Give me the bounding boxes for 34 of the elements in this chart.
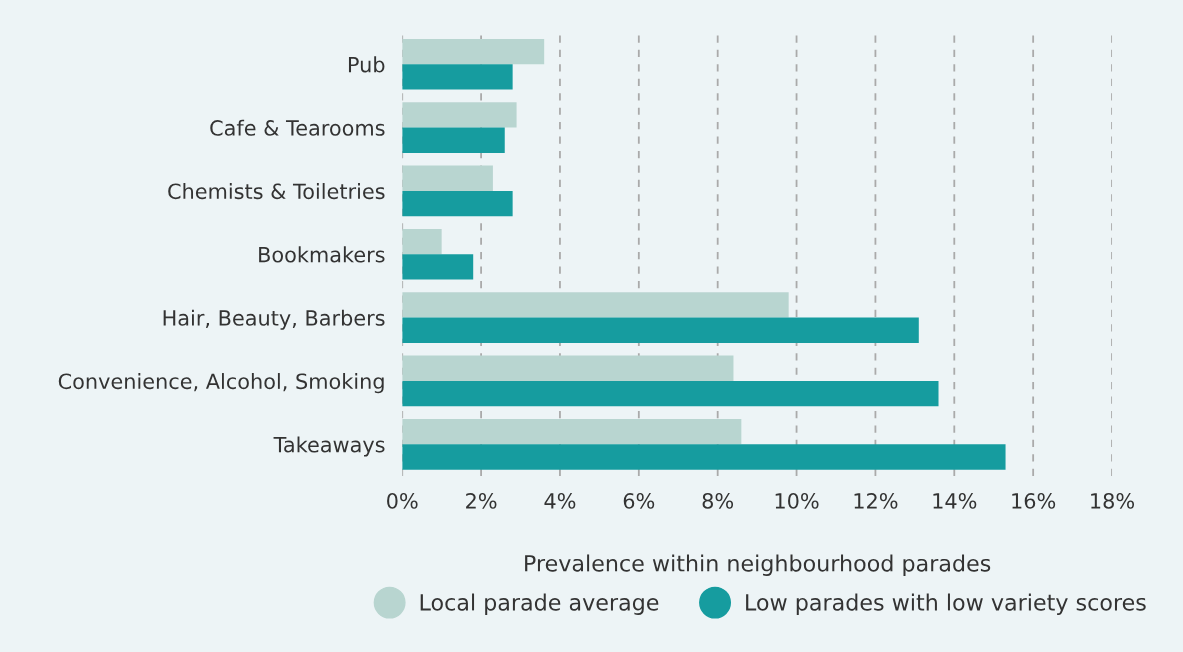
bar: [402, 64, 513, 90]
bar: [402, 190, 513, 217]
legend-label: Low parades with low variety scores: [746, 593, 1146, 616]
y-tick-label: Chemists & Toiletries: [168, 183, 385, 200]
y-tick-label: Hair, Beauty, Barbers: [163, 309, 385, 330]
legend-label: Local parade average: [420, 593, 659, 616]
y-tick-label: Convenience, Alcohol, Smoking: [58, 373, 384, 394]
x-tick-label: 16%: [1012, 492, 1056, 509]
x-tick-label: 12%: [854, 492, 898, 509]
bar: [402, 38, 545, 65]
bar: [402, 165, 493, 191]
x-tick-label: 18%: [1091, 492, 1135, 509]
bar: [402, 418, 742, 445]
x-tick-label: 2%: [466, 492, 497, 509]
y-tick-label: Takeaways: [273, 436, 385, 457]
bar: [402, 355, 734, 381]
bar: [402, 228, 442, 255]
x-axis-title: Prevalence within neighbourhood parades: [525, 554, 991, 576]
bar: [402, 127, 505, 153]
x-tick-label: 4%: [544, 492, 576, 509]
x-tick-label: 8%: [702, 492, 734, 509]
bar: [402, 380, 939, 407]
x-tick-label: 10%: [775, 492, 819, 509]
y-tick-label: Bookmakers: [259, 246, 385, 263]
bar: [402, 444, 1006, 470]
y-tick-label: Pub: [348, 56, 385, 73]
bar: [402, 317, 919, 343]
bar: [402, 254, 474, 280]
x-tick-label: 14%: [933, 492, 977, 509]
x-tick-label: 0%: [387, 492, 418, 509]
x-tick-label: 6%: [623, 492, 655, 509]
bar: [402, 102, 517, 128]
bar: [402, 292, 789, 318]
y-tick-label: Cafe & Tearooms: [210, 119, 385, 136]
